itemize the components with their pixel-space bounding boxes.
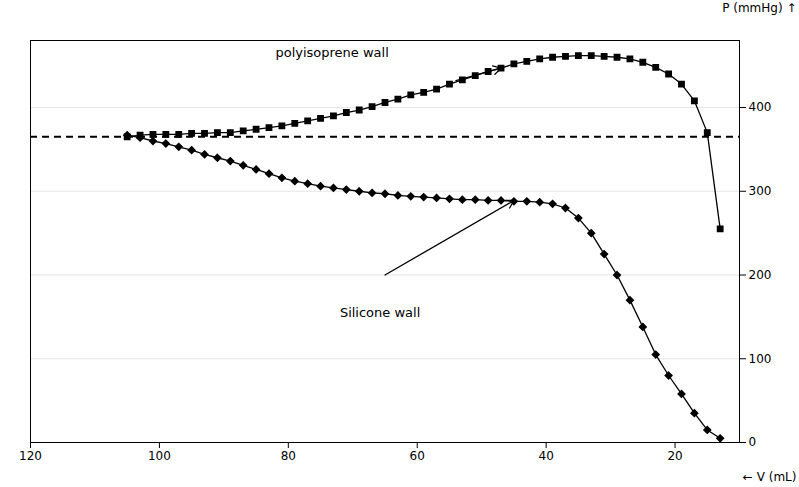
svg-text:100: 100 <box>148 449 171 463</box>
svg-text:Silicone wall: Silicone wall <box>340 305 420 320</box>
svg-text:300: 300 <box>749 184 772 198</box>
svg-text:← V (mL): ← V (mL) <box>743 470 797 484</box>
svg-text:P (mmHg) ↑: P (mmHg) ↑ <box>722 1 796 15</box>
svg-text:400: 400 <box>749 100 772 114</box>
svg-text:polyisoprene wall: polyisoprene wall <box>275 45 388 60</box>
svg-text:100: 100 <box>749 352 772 366</box>
svg-text:80: 80 <box>281 449 296 463</box>
svg-text:120: 120 <box>19 449 42 463</box>
svg-text:40: 40 <box>538 449 553 463</box>
svg-text:0: 0 <box>749 435 757 449</box>
svg-text:20: 20 <box>667 449 682 463</box>
svg-text:60: 60 <box>410 449 425 463</box>
svg-text:200: 200 <box>749 268 772 282</box>
